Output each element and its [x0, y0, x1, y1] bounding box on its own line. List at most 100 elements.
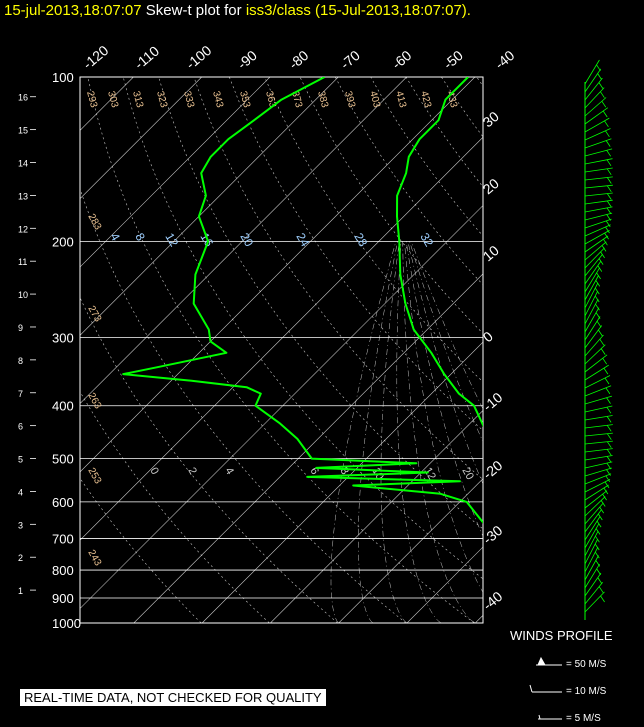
temp-top-tick-label: -40: [492, 47, 518, 72]
wind-barb: [584, 591, 605, 613]
wind-barb-feather: [605, 475, 611, 483]
wind-barb-feather: [606, 425, 612, 432]
temp-top-tick-label: -50: [440, 47, 466, 72]
wind-barb: [584, 107, 609, 125]
theta-label: 243: [85, 548, 103, 568]
theta-label: 263: [85, 391, 103, 411]
wind-barb: [584, 509, 602, 533]
wind-barb: [584, 496, 606, 517]
isotherm-line: [80, 77, 407, 405]
isotherm-line: [475, 614, 483, 623]
wind-barb-feather: [606, 200, 612, 208]
wind-barb: [584, 385, 612, 397]
wind-barb: [584, 87, 605, 109]
chart-labels: 1002003004005006007008009001000123456789…: [18, 42, 518, 631]
height-tick-label: 16: [18, 93, 28, 103]
dry-adiabat-line: [299, 77, 483, 334]
saturated-adiabat-label: 4: [222, 466, 235, 477]
wind-barb: [584, 282, 599, 309]
theta-label: 423: [418, 90, 433, 109]
temp-right-tick-label: -20: [480, 457, 506, 482]
pressure-tick-label: 600: [52, 495, 74, 510]
height-tick-label: 4: [18, 487, 23, 497]
wind-barb-feather: [606, 416, 612, 423]
wind-barb-feather: [606, 159, 612, 167]
wind-barb-feather: [605, 140, 611, 147]
wind-barb-feather: [599, 338, 605, 346]
height-tick-label: 9: [18, 323, 23, 333]
wind-barb: [584, 455, 613, 461]
wind-barb-feather: [606, 397, 611, 404]
isotherm-line: [270, 409, 483, 623]
wind-barb: [584, 582, 604, 605]
winds-profile-title: WINDS PROFILE: [510, 628, 613, 643]
saturated-adiabat-label: 8: [337, 466, 350, 477]
height-tick-label: 3: [18, 520, 23, 530]
wind-barb: [584, 531, 599, 557]
pressure-tick-label: 300: [52, 331, 74, 346]
wind-barb-feather: [598, 329, 603, 337]
isotherm-line: [406, 546, 483, 623]
temp-top-tick-label: -120: [80, 42, 112, 72]
wind-barb-feather: [606, 168, 612, 176]
temp-top-tick-label: -60: [389, 47, 415, 72]
temp-top-tick-label: -90: [234, 47, 260, 72]
pressure-tick-label: 100: [52, 70, 74, 85]
theta-label: 393: [342, 90, 357, 109]
wind-barb-feather: [602, 357, 608, 365]
wind-barb-feather: [603, 487, 609, 495]
wind-barb: [584, 473, 612, 485]
theta-label: 333: [181, 90, 196, 109]
wind-barb-feather: [600, 91, 605, 98]
wind-barb: [584, 479, 611, 493]
wind-barb: [584, 325, 603, 349]
wind-barb: [584, 275, 599, 301]
dry-adiabat-line: [618, 77, 644, 623]
wind-barb-feather: [598, 258, 604, 265]
wind-barb: [584, 461, 613, 469]
wind-barb: [584, 448, 613, 453]
wind-barb-feather: [603, 367, 609, 375]
pressure-tick-label: 1000: [52, 616, 81, 631]
theta-label: 303: [105, 90, 120, 109]
mixing-ratio-label: 20: [237, 231, 256, 250]
wind-barb: [584, 167, 613, 173]
theta-label: 403: [367, 90, 382, 109]
wind-barb: [584, 424, 613, 429]
temp-right-tick-label: -10: [480, 389, 506, 414]
theta-label: 283: [85, 212, 103, 232]
dry-adiabat-line: [193, 77, 483, 480]
theta-label: 413: [393, 90, 408, 109]
wind-barb-feather: [604, 120, 609, 128]
isotherm-line: [80, 77, 476, 473]
height-tick-label: 13: [18, 191, 28, 201]
wind-barb: [584, 184, 613, 189]
pressure-tick-label: 900: [52, 591, 74, 606]
saturated-adiabat-line: [411, 241, 483, 410]
profile-series-clipped: [122, 77, 483, 524]
dry-adiabat-line: [441, 77, 483, 138]
theta-label: 353: [237, 90, 252, 109]
theta-label: 363: [263, 90, 278, 109]
temp-top-tick-label: -100: [183, 42, 215, 72]
wind-barb-feather: [606, 185, 612, 193]
wind-barb: [584, 344, 606, 365]
dry-adiabat-line: [158, 77, 483, 530]
wind-barb-feather: [600, 595, 605, 603]
height-tick-label: 7: [18, 389, 23, 399]
wind-barb: [584, 267, 600, 293]
wind-barb: [584, 546, 599, 573]
dry-adiabat-line: [87, 77, 475, 623]
plot-frame: [79, 76, 484, 624]
wind-barb: [584, 538, 599, 565]
title-prefix: Skew-t plot for: [145, 2, 242, 19]
wind-barb: [584, 307, 600, 333]
chart-title: 15-jul-2013,18:07:07 Skew-t plot for iss…: [4, 2, 471, 19]
isotherm-line: [201, 341, 483, 623]
wind-barb-feather: [604, 481, 610, 489]
wind-barb-feather: [602, 110, 608, 118]
disclaimer-banner: REAL-TIME DATA, NOT CHECKED FOR QUALITY: [20, 689, 326, 706]
wind-barb: [584, 260, 602, 285]
saturated-adiabat-line: [396, 241, 442, 623]
wind-barb: [584, 516, 601, 541]
